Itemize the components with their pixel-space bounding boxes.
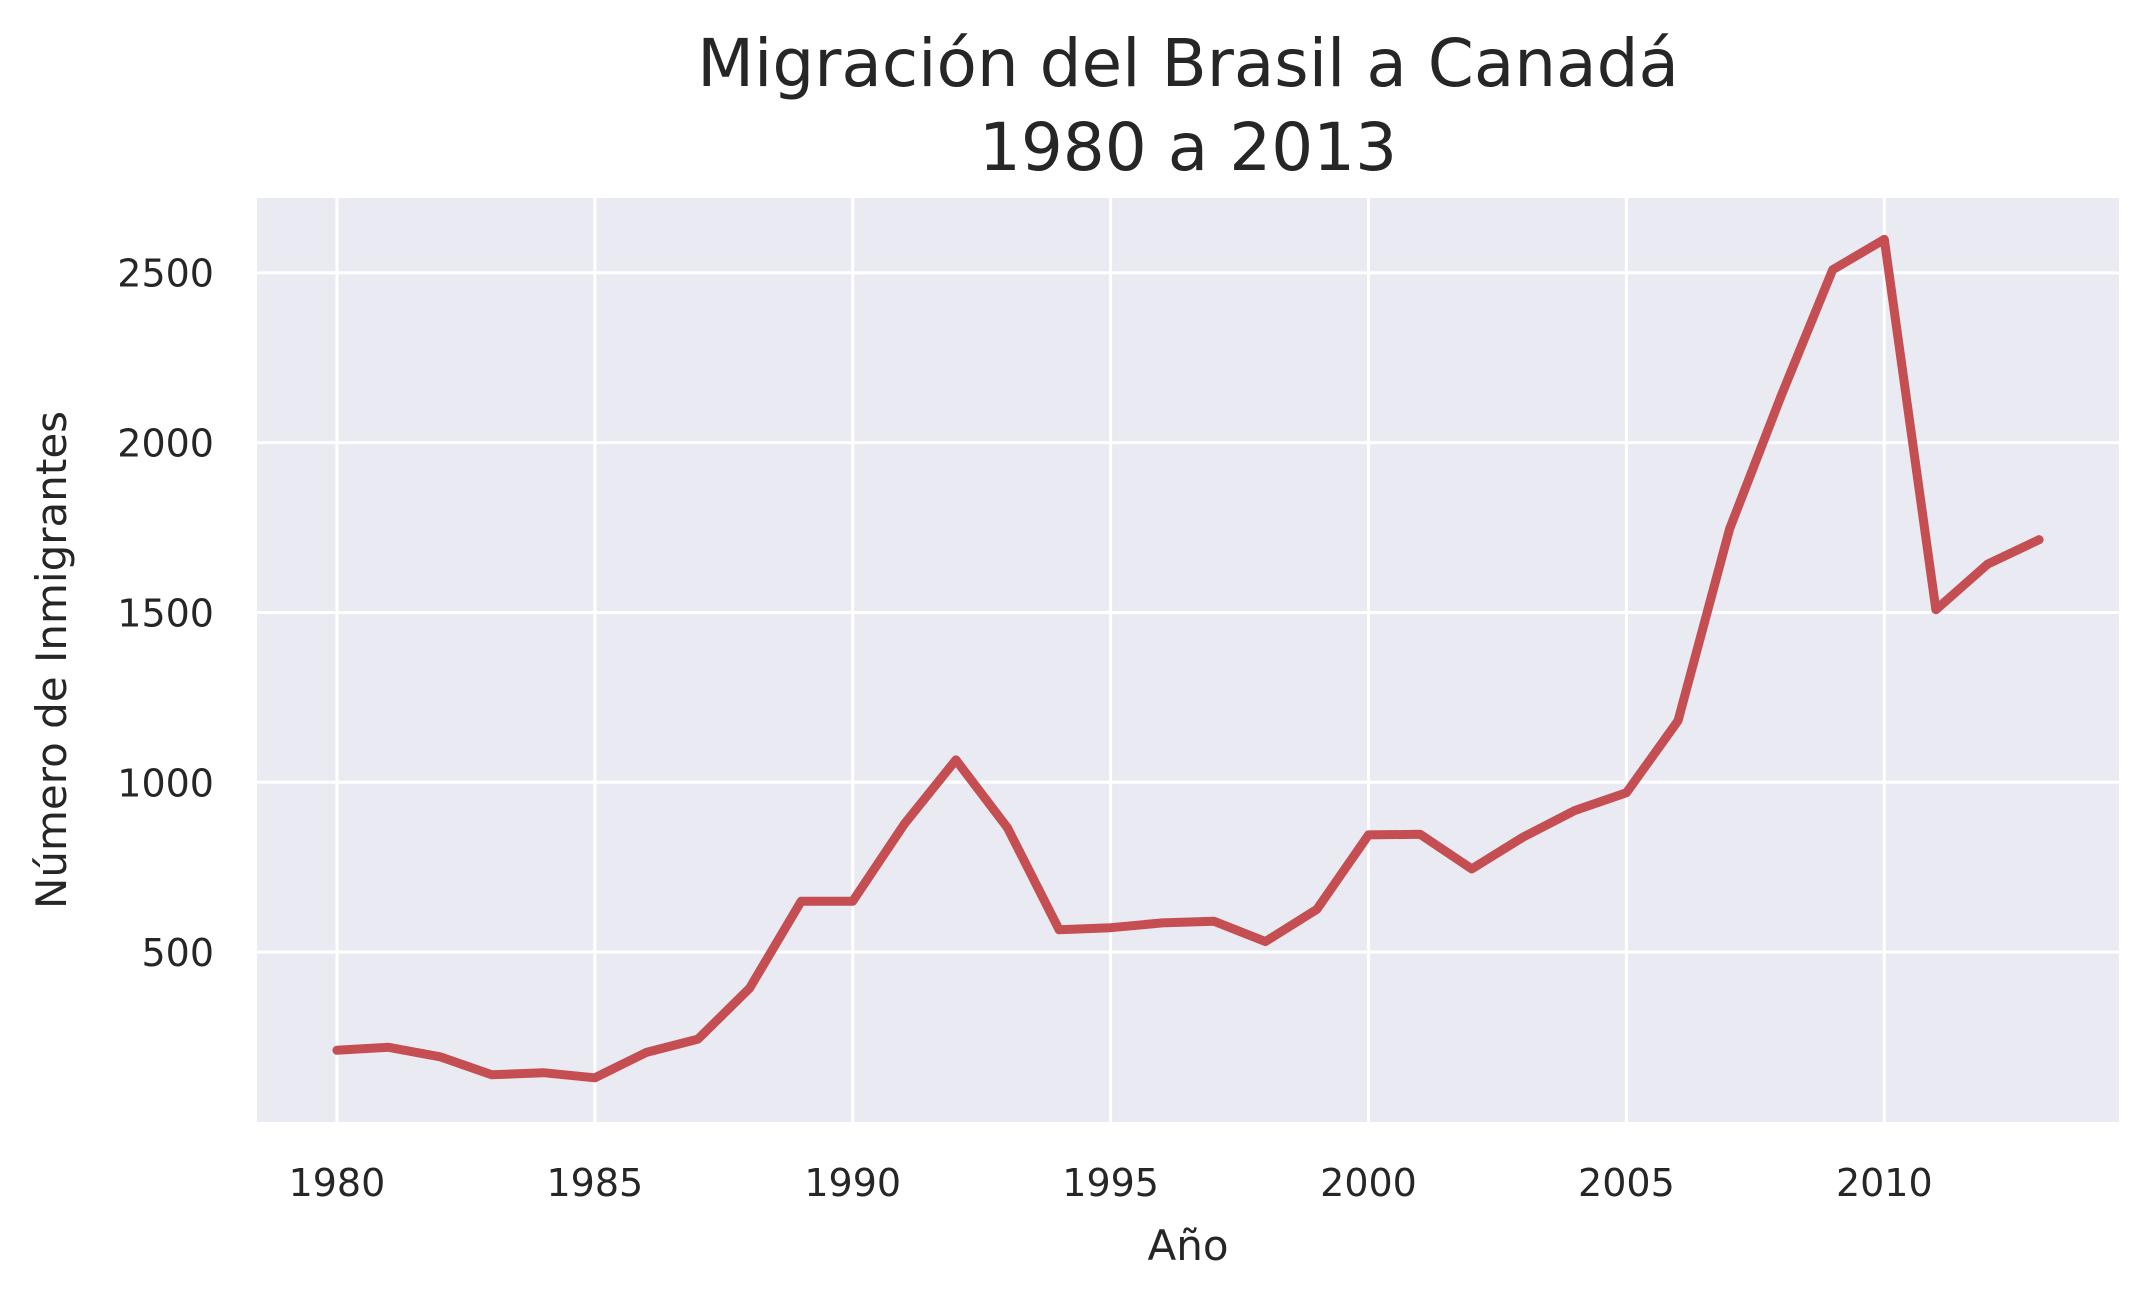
chart-title-line: 1980 a 2013: [979, 109, 1397, 186]
x-tick-label: 1995: [1062, 1161, 1159, 1205]
x-tick-label: 1985: [546, 1161, 643, 1205]
x-tick-labels: 1980 1985 1990 1995 2000 2005 2010: [289, 1161, 1933, 1205]
y-tick-label: 2000: [117, 422, 214, 466]
y-tick-label: 2500: [117, 252, 214, 296]
series-group: [332, 234, 2044, 1083]
x-tick-label: 2000: [1320, 1161, 1417, 1205]
x-tick-label: 1980: [289, 1161, 386, 1205]
y-axis-label: Número de Inmigrantes: [27, 411, 76, 909]
chart-title-line: Migración del Brasil a Canadá: [697, 25, 1679, 102]
y-tick-labels: 500 1000 1500 2000 2500: [117, 252, 214, 975]
y-tick-label: 1000: [117, 761, 214, 805]
chart-title: Migración del Brasil a Canadá 1980 a 2013: [697, 25, 1679, 186]
plot-background: [257, 198, 2119, 1122]
x-tick-label: 2010: [1836, 1161, 1933, 1205]
y-tick-label: 1500: [117, 591, 214, 635]
y-tick-label: 500: [141, 931, 214, 975]
grid: [257, 198, 2119, 1122]
series-line: [332, 234, 2044, 1083]
x-axis-label: Año: [1147, 1221, 1228, 1270]
x-tick-label: 2005: [1578, 1161, 1675, 1205]
x-tick-label: 1990: [804, 1161, 901, 1205]
